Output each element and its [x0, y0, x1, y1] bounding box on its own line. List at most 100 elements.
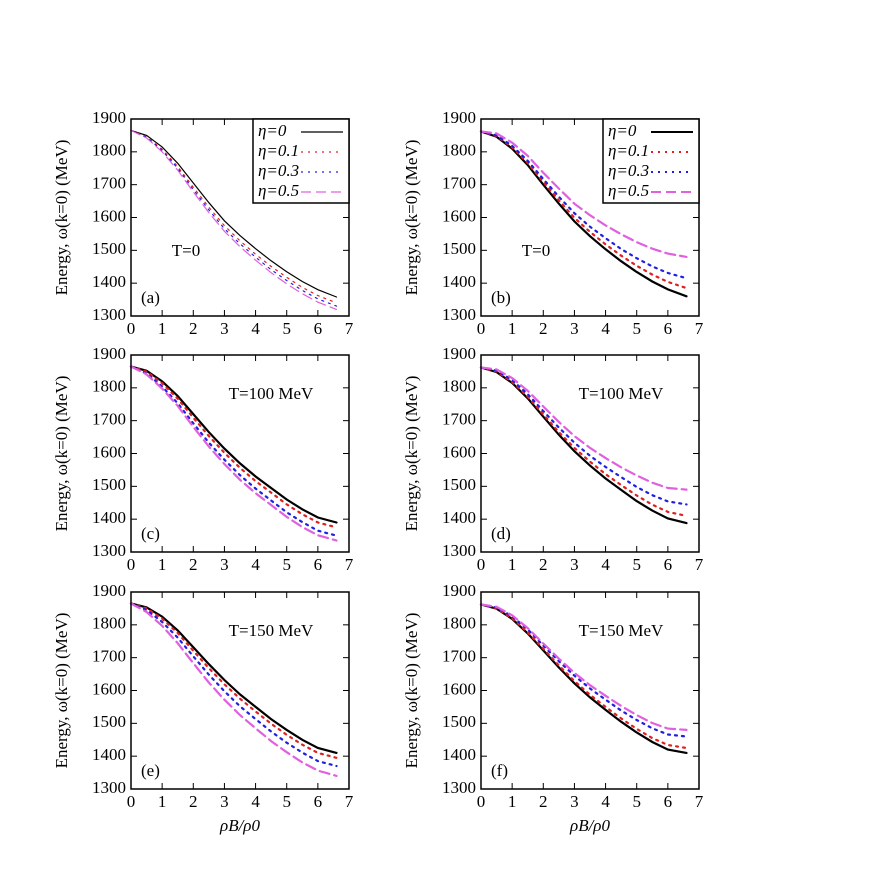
- plot-frame: [130, 591, 350, 790]
- y-tick-label: 1800: [92, 614, 126, 633]
- x-tick-label: 5: [282, 319, 291, 338]
- temperature-label: T=0: [172, 241, 200, 260]
- series-line: [129, 602, 338, 768]
- x-tick-label: 7: [345, 555, 354, 574]
- y-tick-label: 1300: [442, 541, 476, 560]
- y-tick-label: 1700: [442, 410, 476, 429]
- series-line: [479, 603, 688, 754]
- x-tick-label: 2: [189, 555, 198, 574]
- temperature-label: T=100 MeV: [579, 384, 664, 403]
- series-line: [130, 129, 338, 307]
- series-line: [479, 366, 688, 517]
- x-tick-label: 1: [508, 555, 517, 574]
- y-axis-label: Energy, ω(k=0) (MeV): [402, 376, 421, 532]
- x-tick-label: 6: [314, 792, 323, 811]
- y-tick-label: 1700: [92, 174, 126, 193]
- y-tick-label: 1900: [92, 344, 126, 363]
- x-tick-label: 6: [664, 555, 673, 574]
- temperature-label: T=0: [522, 241, 550, 260]
- x-tick-label: 3: [220, 319, 229, 338]
- x-tick-label: 5: [632, 555, 641, 574]
- y-axis-label: Energy, ω(k=0) (MeV): [402, 613, 421, 769]
- x-tick-label: 1: [158, 319, 167, 338]
- y-tick-label: 1400: [92, 272, 126, 291]
- x-tick-label: 3: [570, 319, 579, 338]
- y-tick-label: 1900: [442, 581, 476, 600]
- y-tick-label: 1900: [92, 108, 126, 127]
- y-tick-label: 1900: [442, 344, 476, 363]
- x-tick-label: 4: [251, 319, 260, 338]
- y-tick-label: 1300: [442, 305, 476, 324]
- x-tick-label: 4: [601, 792, 610, 811]
- series-line: [479, 130, 688, 258]
- series-line: [129, 365, 338, 537]
- x-tick-label: 2: [189, 319, 198, 338]
- y-tick-label: 1900: [92, 581, 126, 600]
- y-tick-label: 1500: [442, 239, 476, 258]
- y-tick-label: 1600: [442, 679, 476, 698]
- y-tick-label: 1700: [442, 174, 476, 193]
- x-tick-label: 1: [158, 792, 167, 811]
- x-tick-label: 2: [189, 792, 198, 811]
- y-tick-label: 1800: [442, 141, 476, 160]
- series-line: [130, 129, 338, 304]
- plot-frame: [480, 591, 700, 790]
- x-tick-label: 4: [251, 555, 260, 574]
- y-tick-label: 1500: [442, 712, 476, 731]
- legend-label: η=0.5: [608, 181, 649, 200]
- x-tick-label: 6: [664, 792, 673, 811]
- plot-frame: [130, 118, 350, 317]
- series-line: [479, 603, 688, 731]
- y-tick-label: 1300: [92, 541, 126, 560]
- x-tick-label: 6: [314, 319, 323, 338]
- series-line: [479, 603, 688, 750]
- series-line: [479, 366, 688, 525]
- panel-label: (e): [141, 761, 160, 780]
- panel-label: (f): [491, 761, 508, 780]
- x-tick-label: 3: [220, 792, 229, 811]
- x-tick-label: 7: [345, 792, 354, 811]
- y-axis-label: Energy, ω(k=0) (MeV): [52, 140, 71, 296]
- x-tick-label: 5: [632, 792, 641, 811]
- x-tick-label: 2: [539, 792, 548, 811]
- panel-label: (b): [491, 288, 511, 307]
- x-tick-label: 7: [695, 319, 704, 338]
- y-tick-label: 1400: [92, 745, 126, 764]
- panel-label: (d): [491, 524, 511, 543]
- y-tick-label: 1400: [92, 508, 126, 527]
- series-line: [479, 130, 688, 298]
- x-tick-label: 7: [345, 319, 354, 338]
- x-tick-label: 4: [601, 319, 610, 338]
- y-tick-label: 1800: [92, 141, 126, 160]
- x-tick-label: 5: [632, 319, 641, 338]
- x-tick-label: 6: [664, 319, 673, 338]
- series-line: [130, 129, 338, 310]
- series-line: [479, 130, 688, 280]
- y-axis-label: Energy, ω(k=0) (MeV): [52, 613, 71, 769]
- y-tick-label: 1300: [442, 778, 476, 797]
- y-tick-label: 1500: [92, 712, 126, 731]
- y-tick-label: 1800: [92, 377, 126, 396]
- panel-label: (c): [141, 524, 160, 543]
- plot-frame: [130, 354, 350, 553]
- legend-label: η=0: [608, 121, 637, 140]
- y-axis-label: Energy, ω(k=0) (MeV): [402, 140, 421, 296]
- legend-label: η=0.1: [608, 141, 649, 160]
- y-tick-label: 1800: [442, 377, 476, 396]
- x-tick-label: 1: [158, 555, 167, 574]
- x-axis-label: ρB/ρ0: [219, 816, 260, 835]
- y-tick-label: 1700: [442, 647, 476, 666]
- legend-label: η=0.5: [258, 181, 299, 200]
- legend-label: η=0.1: [258, 141, 299, 160]
- y-tick-label: 1500: [92, 239, 126, 258]
- x-tick-label: 7: [695, 555, 704, 574]
- x-tick-label: 5: [282, 555, 291, 574]
- x-tick-label: 2: [539, 555, 548, 574]
- x-tick-label: 0: [477, 319, 486, 338]
- series-line: [129, 365, 338, 524]
- y-tick-label: 1300: [92, 778, 126, 797]
- y-tick-label: 1300: [92, 305, 126, 324]
- y-tick-label: 1500: [92, 475, 126, 494]
- y-tick-label: 1600: [92, 679, 126, 698]
